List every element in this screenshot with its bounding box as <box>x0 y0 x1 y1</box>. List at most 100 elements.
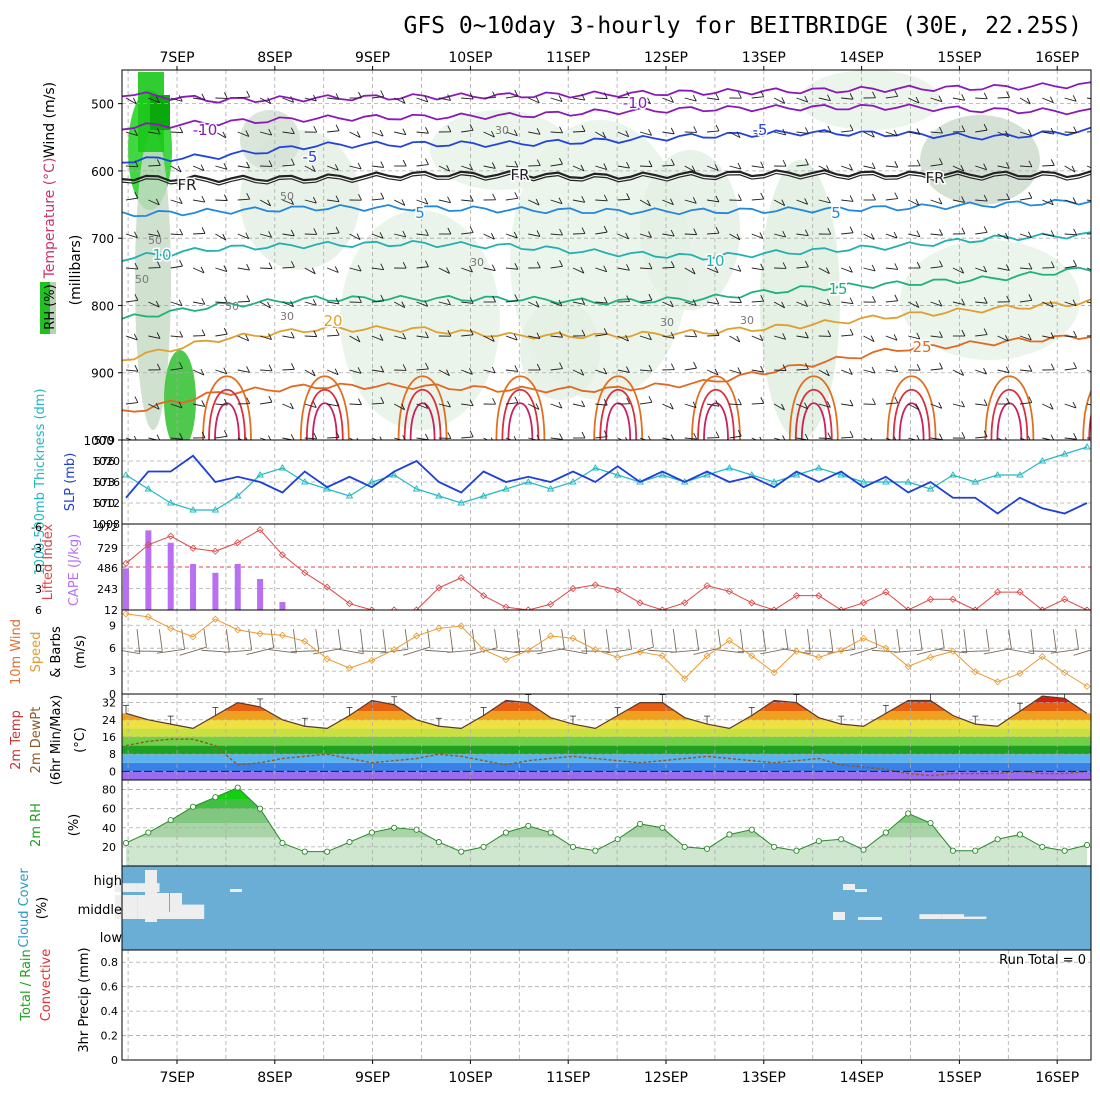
panel-precip: 0 0.2 0.4 0.6 0.8 Run Total = 0 Total / Rain Co… <box>19 947 1091 1067</box>
surface-wind-barb <box>360 629 364 654</box>
wind-barb <box>751 369 764 373</box>
wind-barb <box>684 335 697 338</box>
wind-barb <box>514 396 519 403</box>
wind-barb <box>581 93 586 101</box>
wind-barb <box>1073 330 1078 338</box>
wind-barb <box>849 163 853 171</box>
wind-barb <box>1005 232 1009 240</box>
wind-barb <box>334 164 339 171</box>
precip-tick-label: 0 <box>111 1054 118 1067</box>
wind-speed-point <box>614 653 622 661</box>
wind-barb <box>670 332 675 339</box>
wind-barb <box>872 296 876 303</box>
wind-speed-point <box>882 644 890 652</box>
wind-barb <box>223 367 228 374</box>
wind-barb <box>461 403 474 407</box>
wind-barb <box>639 199 651 207</box>
wind-barb <box>550 403 563 409</box>
cloud-cell <box>941 914 965 919</box>
thickness-point <box>390 471 398 478</box>
wind-barb <box>1096 330 1099 336</box>
wind-barb <box>550 335 563 338</box>
isotherm-bump <box>593 375 644 440</box>
panel-temp-2m: 0 8 16 24 32 2m Temp 2m DewPt (6hr Min/Max) (°C) <box>9 694 1091 785</box>
wind-barb <box>818 403 831 408</box>
rh-shading <box>900 240 1080 360</box>
temp-band <box>122 711 1091 720</box>
rh-point <box>502 829 509 836</box>
wind-barb <box>1005 162 1010 169</box>
wind-barb <box>930 97 943 103</box>
wind-barb <box>662 301 674 308</box>
wind-speed-point <box>859 634 868 642</box>
wind-barb <box>215 369 227 375</box>
wind-barb <box>983 297 988 304</box>
wind-barb <box>706 403 719 407</box>
wind-speed-point <box>256 630 264 638</box>
wind-barb <box>237 335 249 342</box>
wind-barb <box>975 436 988 439</box>
rh-contour-label: 50 <box>135 273 149 286</box>
wind-barb <box>997 437 1003 440</box>
cloud-cell <box>230 889 242 892</box>
wind-barb <box>603 296 608 304</box>
wind-barb <box>938 197 943 205</box>
wind-speed-point <box>949 647 957 655</box>
wind-barb <box>550 199 563 205</box>
wind-barb <box>461 165 473 171</box>
wind-tick-label: 0 <box>109 688 116 701</box>
wind-barb <box>908 301 920 308</box>
cloud-cell <box>145 870 157 922</box>
lifted-index-point <box>1061 595 1069 603</box>
contour-label: -10 <box>193 121 218 139</box>
wind-barb <box>513 231 518 239</box>
wind-barb <box>603 163 608 170</box>
wind-barb <box>447 125 452 132</box>
surface-wind-barb <box>784 629 789 649</box>
wind-barb <box>223 398 228 406</box>
wind-barb <box>357 367 362 374</box>
wind-barb <box>490 335 495 342</box>
wind-barb <box>379 232 384 239</box>
wind-barb <box>259 97 271 105</box>
wind-barb <box>751 267 764 271</box>
wind-barb <box>505 402 518 405</box>
surface-wind-barb <box>559 648 587 655</box>
wind-barb <box>736 131 741 138</box>
wind-barb <box>647 199 651 207</box>
wind-barb <box>558 95 563 102</box>
wind-barb <box>237 437 244 440</box>
wind-barb <box>648 160 653 167</box>
panel-upper-air-labels: -10 -10 -5 -5 FR FR FR 5 5 10 10 15 20 25 30 30 30 30 30 50… <box>40 82 946 448</box>
wind-barb <box>535 96 540 104</box>
wind-barb <box>125 369 138 372</box>
wind-barb <box>751 335 763 342</box>
wind-barb <box>572 199 585 203</box>
wind-barb <box>125 335 138 341</box>
rh-point <box>569 843 577 850</box>
wind-barb <box>304 437 317 440</box>
wind-barb <box>885 437 893 440</box>
y-tick-label: 900 <box>91 367 114 381</box>
wind-barb <box>215 301 228 304</box>
wind-barb <box>291 260 295 268</box>
wind-barb <box>662 335 675 339</box>
wind-barb <box>751 198 764 201</box>
wind-barb <box>335 399 340 407</box>
rh-contour-label: 30 <box>470 256 484 269</box>
wind-barb <box>192 403 205 407</box>
lifted-index-point <box>569 584 577 593</box>
wind-barb <box>1028 191 1033 199</box>
wind-speed-point <box>457 622 465 630</box>
wind-barb <box>402 435 406 440</box>
wind-barb <box>170 97 183 102</box>
date-label: 11SEP <box>546 50 590 66</box>
wind-speed-point <box>591 646 599 654</box>
wind-barb <box>670 363 675 370</box>
slp-axis-label: SLP (mb) <box>63 453 78 512</box>
wind-barb <box>662 403 674 410</box>
wind-barb <box>358 398 362 405</box>
lifted-index-point <box>256 526 264 534</box>
wind-barb <box>782 262 787 269</box>
thickness-point <box>613 471 622 478</box>
